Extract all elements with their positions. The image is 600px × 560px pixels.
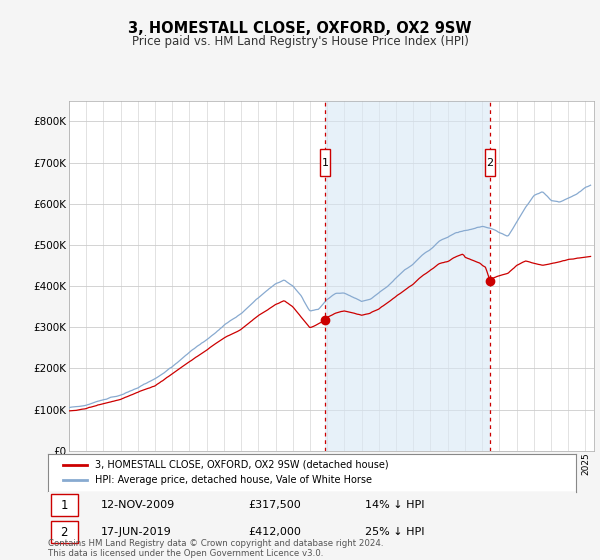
Text: 3, HOMESTALL CLOSE, OXFORD, OX2 9SW: 3, HOMESTALL CLOSE, OXFORD, OX2 9SW (128, 21, 472, 36)
Text: Contains HM Land Registry data © Crown copyright and database right 2024.
This d: Contains HM Land Registry data © Crown c… (48, 539, 383, 558)
Text: 1: 1 (61, 498, 68, 512)
Text: 14% ↓ HPI: 14% ↓ HPI (365, 500, 424, 510)
Text: 1: 1 (322, 157, 328, 167)
Bar (325, 101, 490, 451)
Text: 12-NOV-2009: 12-NOV-2009 (101, 500, 175, 510)
FancyBboxPatch shape (320, 150, 330, 176)
Text: £317,500: £317,500 (248, 500, 301, 510)
Text: £412,000: £412,000 (248, 527, 302, 537)
Text: 2: 2 (61, 525, 68, 539)
Text: 25% ↓ HPI: 25% ↓ HPI (365, 527, 424, 537)
Text: Price paid vs. HM Land Registry's House Price Index (HPI): Price paid vs. HM Land Registry's House … (131, 35, 469, 48)
Legend: 3, HOMESTALL CLOSE, OXFORD, OX2 9SW (detached house), HPI: Average price, detach: 3, HOMESTALL CLOSE, OXFORD, OX2 9SW (det… (58, 455, 394, 490)
FancyBboxPatch shape (50, 494, 78, 516)
FancyBboxPatch shape (485, 150, 495, 176)
Text: 17-JUN-2019: 17-JUN-2019 (101, 527, 172, 537)
Text: 2: 2 (487, 157, 494, 167)
FancyBboxPatch shape (50, 521, 78, 543)
